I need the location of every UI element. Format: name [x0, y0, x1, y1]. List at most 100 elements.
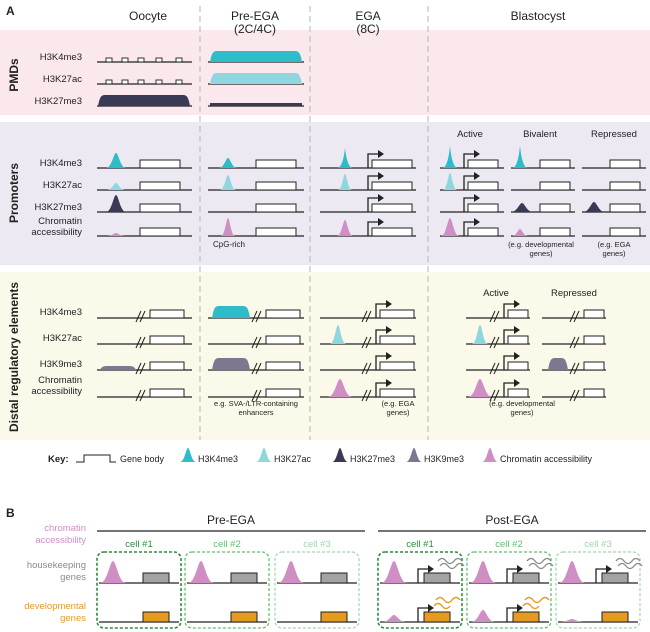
b-developmental-gene: [320, 611, 348, 623]
blastocyst-distal-state-repressed: Repressed: [551, 288, 597, 299]
gene-body: [255, 181, 297, 191]
pmd-small-box: [155, 79, 163, 85]
transcript-squiggle-icon: [524, 596, 550, 604]
pre-ega-promoter-h3k27ac-peak: [220, 175, 236, 190]
pmd-pre-ega-h3k27me3-thin: [210, 103, 302, 106]
gene-body: [609, 181, 641, 191]
b-housekeeping-gene: [512, 572, 540, 584]
note-developmental-genes-distal: (e.g. developmental genes): [489, 399, 555, 417]
pre-ega-promoter-h3k4me3-peak: [219, 158, 237, 168]
pmd-small-box: [121, 57, 129, 63]
b-cell-box: [377, 551, 463, 629]
b-cell-label: cell #3: [303, 539, 330, 550]
pre-ega-promoter-accessibility-peak: [221, 218, 235, 236]
distal-row-label: Chromatin accessibility: [31, 375, 82, 397]
pmd-small-box: [105, 57, 113, 63]
tss-arrow-icon: [463, 194, 480, 212]
section-promoters: Promoters: [7, 163, 21, 223]
break-mark-icon: [361, 389, 372, 402]
gene-body: [467, 203, 499, 213]
blastocyst-distal-state-active: Active: [483, 288, 509, 299]
section-distal: Distal regulatory elements: [7, 282, 21, 432]
b-housekeeping-accessibility-peak: [470, 561, 496, 583]
gene-body: [609, 203, 641, 213]
key-swatch-icon: [332, 448, 348, 462]
break-mark-icon: [569, 362, 580, 375]
key-label: Chromatin accessibility: [500, 454, 593, 464]
gene-body: [139, 227, 181, 237]
b-developmental-accessibility-peak: [382, 615, 406, 622]
pmd-tracks: H3K4me3 H3K27ac H3K27me3: [34, 51, 304, 107]
gene-body: [609, 227, 641, 237]
tss-arrow-icon: [417, 565, 434, 583]
b-housekeeping-gene: [230, 572, 258, 584]
b-cell-box: [555, 551, 641, 629]
oocyte-distal-h3k9me3-domain: [100, 366, 136, 370]
distal-background: [0, 272, 650, 440]
gene-body: [139, 203, 181, 213]
key-title: Key:: [48, 454, 69, 465]
panel-b-label: B: [6, 506, 15, 520]
break-mark-icon: [135, 389, 146, 402]
b-housekeeping-gene: [601, 572, 629, 584]
tss-arrow-icon: [375, 326, 392, 344]
b-developmental-accessibility-peak: [560, 619, 584, 622]
transcript-squiggle-icon: [435, 596, 461, 604]
tss-arrow-icon: [503, 379, 520, 397]
distal-tracks: H3K4me3 H3K27ac H3K9me3 Chromatin accessibil…: [31, 288, 606, 417]
distal-row-label: H3K9me3: [40, 359, 82, 370]
gene-body: [371, 159, 413, 169]
tss-arrow-icon: [463, 150, 480, 168]
transcript-squiggle-icon: [522, 602, 540, 610]
b-housekeeping-gene: [142, 572, 170, 584]
blast-distal-active-h3k27ac-peak: [472, 325, 488, 344]
ega-promoter-accessibility-peak: [337, 220, 353, 236]
note-sva-ltr-enhancers: e.g. SVA-/LTR-containing enhancers: [214, 399, 298, 417]
b-developmental-gene: [512, 611, 540, 623]
gene-body: [139, 159, 181, 169]
pmd-row-label: H3K4me3: [40, 52, 82, 63]
break-mark-icon: [251, 362, 262, 375]
b-housekeeping-accessibility-peak: [278, 561, 304, 583]
tss-arrow-icon: [367, 194, 384, 212]
tss-arrow-icon: [463, 218, 480, 236]
panel-b: chromatin accessibility housekeeping genes d…: [24, 513, 646, 629]
gene-body: [467, 159, 499, 169]
pmd-small-box: [155, 57, 163, 63]
transcript-squiggle-icon: [433, 602, 451, 610]
blast-bivalent-h3k27me3-peak: [511, 203, 533, 212]
break-mark-icon: [489, 336, 500, 349]
note-ega-genes-distal: (e.g. EGA genes): [382, 399, 415, 417]
break-mark-icon: [361, 310, 372, 323]
tss-arrow-icon: [506, 604, 523, 622]
b-developmental-gene: [423, 611, 451, 623]
gene-body: [507, 309, 529, 319]
ega-promoter-h3k4me3-peak: [338, 148, 352, 168]
gene-body: [149, 388, 185, 398]
note-developmental-genes: (e.g. developmental genes): [508, 240, 574, 258]
blast-repressed-h3k27me3-peak: [583, 202, 605, 212]
gene-body: [539, 159, 571, 169]
tss-arrow-icon: [503, 300, 520, 318]
tss-arrow-icon: [506, 565, 523, 583]
gene-body: [255, 203, 297, 213]
blast-active-h3k4me3-peak: [443, 146, 457, 168]
pmd-oocyte-h3k27me3-domain: [98, 95, 190, 106]
pmd-row-label: H3K27me3: [34, 96, 82, 107]
b-cell-box: [184, 551, 270, 629]
pmd-row-label: H3K27ac: [43, 74, 82, 85]
tss-arrow-icon: [595, 565, 612, 583]
gene-body: [467, 181, 499, 191]
oocyte-promoter-h3k27ac-peak: [107, 183, 125, 190]
break-mark-icon: [569, 310, 580, 323]
b-label-developmental-genes: developmental genes: [24, 601, 86, 624]
gene-body: [139, 181, 181, 191]
blastocyst-promoter-state-bivalent: Bivalent: [523, 129, 557, 140]
gene-body: [609, 159, 641, 169]
pmd-small-box: [121, 79, 129, 85]
break-mark-icon: [569, 389, 580, 402]
blast-distal-active-accessibility-peak: [468, 379, 492, 397]
break-mark-icon: [251, 389, 262, 402]
break-mark-icon: [489, 389, 500, 402]
gene-body: [379, 388, 415, 398]
